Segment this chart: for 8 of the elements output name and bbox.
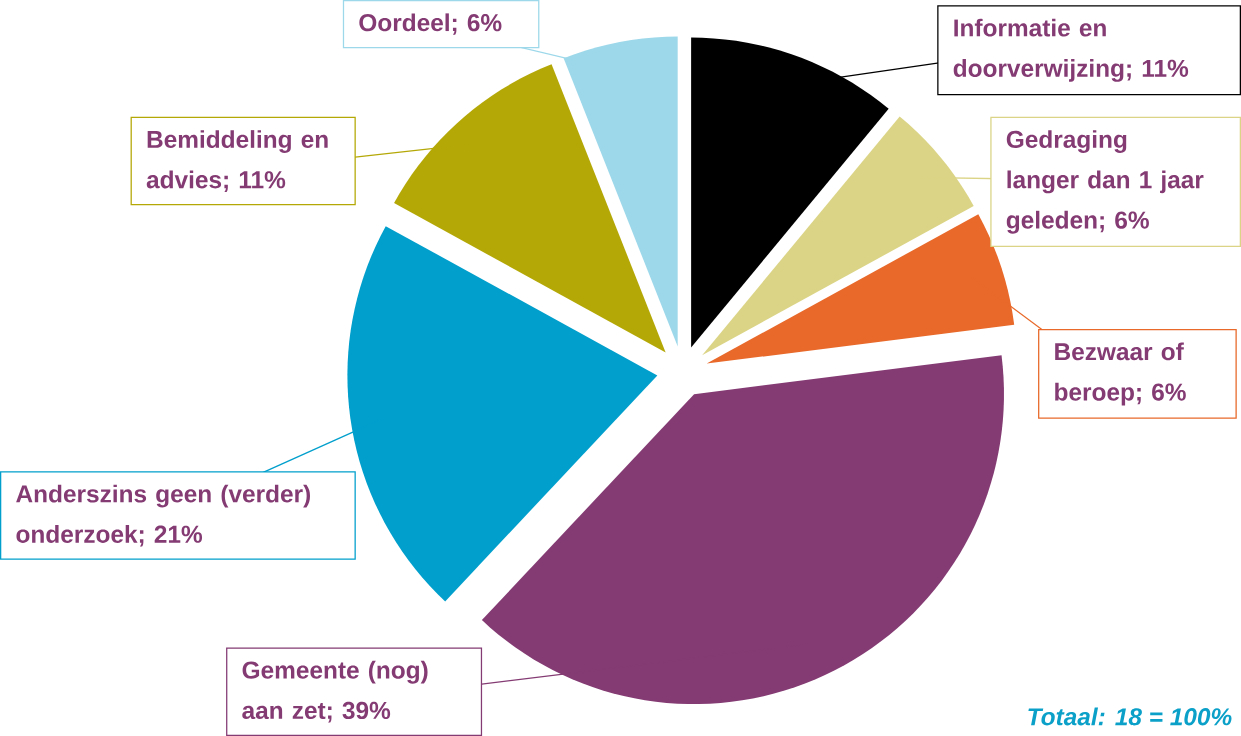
text: Totaal: 18 = 100%	[1028, 707, 1232, 726]
slice-label: Gedraging langer dan 1 jaar geleden; 6%	[1006, 130, 1204, 234]
slice-label: Anderszins geen (verder) onderzoek; 21%	[16, 484, 310, 547]
slice-label: Oordeel; 6%	[359, 13, 502, 35]
slice-label: Informatie en doorverwijzing; 11%	[953, 18, 1189, 82]
slice-label: Bezwaar of beroep; 6%	[1055, 342, 1186, 406]
slice-label: Gemeente (nog) aan zet; 39%	[242, 660, 428, 723]
slice-label: Bemiddeling en advies; 11%	[146, 130, 328, 192]
